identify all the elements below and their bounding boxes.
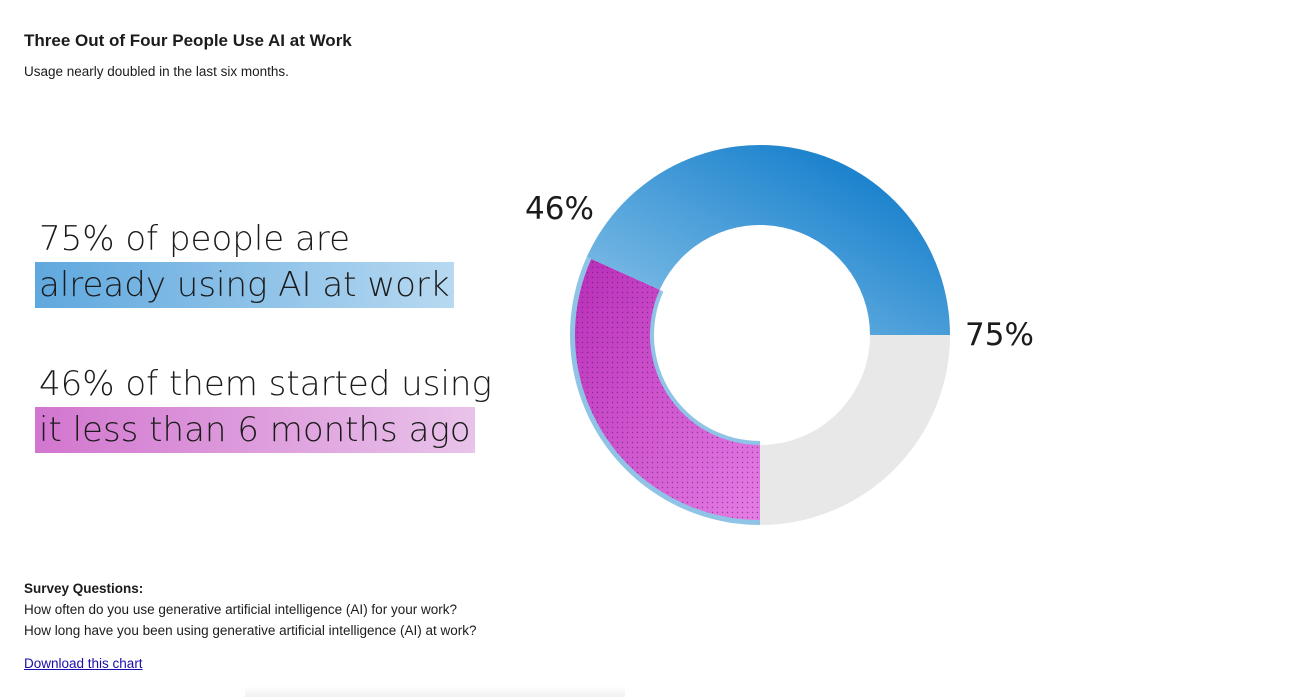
donut-segment-remaining [760, 335, 950, 525]
stat-block-recency: 46% of them started using it less than 6… [35, 361, 496, 453]
donut-segment-46-dots [575, 258, 760, 520]
survey-question-1: How often do you use generative artifici… [24, 602, 457, 617]
stat2-highlight: it less than 6 months ago [35, 407, 475, 453]
label-46-percent: 46% [525, 191, 594, 227]
survey-question-2: How long have you been using generative … [24, 623, 477, 638]
stat2-line1: 46% of them started using [39, 364, 492, 404]
survey-heading: Survey Questions: [24, 581, 144, 596]
stat-block-usage: 75% of people are already using AI at wo… [35, 216, 458, 308]
chart-title: Three Out of Four People Use AI at Work [24, 31, 352, 50]
donut-segment-75 [586, 145, 950, 335]
bottom-fade-decoration [245, 686, 625, 697]
stat1-highlight: already using AI at work [35, 262, 454, 308]
donut-chart: 46% 75% [525, 145, 1034, 525]
survey-questions: Survey Questions: How often do you use g… [24, 578, 477, 641]
stat1-line1: 75% of people are [39, 219, 350, 259]
chart-subtitle: Usage nearly doubled in the last six mon… [24, 64, 289, 79]
label-75-percent: 75% [965, 317, 1034, 353]
download-chart-link[interactable]: Download this chart [24, 656, 143, 671]
